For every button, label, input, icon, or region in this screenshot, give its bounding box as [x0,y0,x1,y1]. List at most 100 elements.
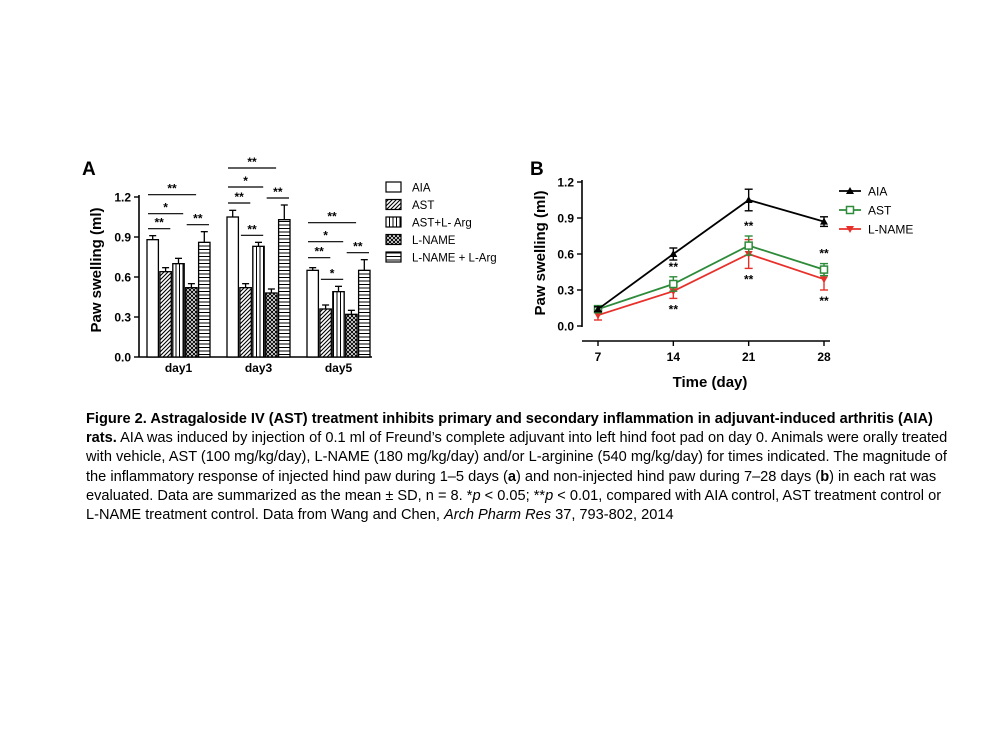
panel-a-bar [252,245,265,358]
panel-a-significance-label: * [243,174,248,188]
panel-a-bar [357,269,371,358]
panel-b-significance-label: ** [819,247,829,261]
panel-b-significance-label: ** [669,302,679,316]
panel-b-significance-label: ** [744,272,754,286]
panel-b-line-chart: B Paw swelling (ml) Time (day) 0.0 0.3 0.6… [530,159,913,391]
panel-a-significance-label: ** [247,222,257,236]
panel-b-legend-label: L-NAME [868,223,913,237]
panel-a-significance-label: ** [327,210,337,224]
panel-b-ytick-label: 1.2 [557,176,574,190]
panel-b-xlabel: Time (day) [673,374,748,391]
panel-a-ytick-label: 1.2 [114,191,131,205]
panel-b-point-marker [819,265,829,274]
panel-a-letter: A [82,159,96,180]
caption-ref-a: a [507,468,516,485]
caption-ref-b: b [820,468,830,485]
panel-a-bar [159,271,172,358]
panel-b-point-marker [594,305,602,313]
caption-body-4: < 0.05; ** [480,487,546,504]
panel-b-ylabel: Paw swelling (ml) [532,190,549,315]
panel-a-legend-swatch [385,216,402,228]
panel-a-significance-label: ** [353,240,363,254]
panel-a-bar-chart: A Paw swelling (ml) 0.0 0.3 0.6 0.9 1.2 day1 d… [82,155,497,375]
panel-a-bar [197,241,211,358]
panel-b-series-line [597,244,825,311]
panel-a-bar [226,216,240,358]
panel-a-significance-label: ** [193,212,203,226]
panel-a-bar [146,239,160,358]
panel-b-point-marker [669,250,678,257]
panel-b-xtick-label: 28 [817,350,831,364]
figure-caption: Figure 2. Astragaloside IV (AST) treatme… [86,410,948,525]
panel-b-legend-marker [846,187,854,194]
panel-a-bar [172,263,185,358]
panel-a-ytick-label: 0.3 [114,311,131,325]
caption-title: Figure 2. Astragaloside IV (AST) treatme… [86,411,933,447]
panel-a-ylabel: Paw swelling (ml) [88,207,105,332]
panel-b-xtick-label: 14 [667,350,681,364]
panel-a-bar [185,287,198,358]
panel-a-significance-label: ** [234,190,244,204]
panel-a-significance-label: ** [314,245,324,259]
panel-a-ytick-label: 0.9 [114,231,131,245]
panel-a-legend-swatch [385,198,402,211]
panel-b-legend-label: AST [868,204,892,218]
panel-b-ytick-label: 0.6 [557,248,574,262]
panel-b-series-line [597,199,825,310]
panel-b-point-marker [669,279,678,289]
panel-b-ytick-label: 0.3 [557,284,574,298]
panel-a-legend-label: L-NAME + L-Arg [412,253,497,265]
caption-body-5: < 0.01, compared with AIA control, AST t… [86,487,942,524]
panel-a-bar [319,308,332,358]
caption-body-1: AIA was induced by injection of 0.1 ml o… [86,430,948,485]
panel-b-xtick-label: 21 [742,350,756,364]
panel-b-legend-marker [846,226,854,233]
panel-a-significance-label: * [163,201,168,215]
panel-b-legend-marker [845,205,855,215]
panel-a-bar [277,219,291,358]
caption-p-1: p [472,487,481,504]
panel-a-legend-label: AIA [412,183,431,195]
panel-a-legend-label: AST+L- Arg [412,218,472,230]
panel-a-bar [345,313,358,358]
panel-a-category-label: day5 [325,361,353,375]
panel-b-ytick-label: 0.0 [557,320,574,334]
panel-a-ytick-label: 0.0 [114,351,131,365]
panel-a-significance-label: * [323,229,328,243]
panel-b-point-marker [744,196,753,203]
panel-a-legend-swatch [385,181,402,193]
panel-b-significance-label: ** [744,219,754,233]
panel-a-legend-swatch [385,233,402,246]
panel-b-legend-label: AIA [868,185,887,199]
panel-a-significance-label: ** [273,185,283,199]
panel-b-point-marker [744,241,753,250]
panel-a-legend-label: L-NAME [412,235,456,247]
panel-b-point-marker [820,276,828,284]
panel-a-category-label: day3 [245,361,273,375]
panel-a-significance-label: ** [154,216,164,230]
caption-p-2: p [545,487,554,504]
panel-a-legend-swatch [385,251,402,263]
panel-b-series-line [597,253,825,317]
panel-b-xtick-label: 7 [595,350,602,364]
figure: A Paw swelling (ml) 0.0 0.3 0.6 0.9 1.2 day1 d… [82,155,913,391]
caption-body-2: ) and non-injected hind paw during 7–28 … [515,468,821,485]
panel-a-bar [332,291,345,358]
caption-body-3: ) in each rat was evaluated. Data are su… [86,468,937,504]
caption-journal: Arch Pharm Res [443,507,552,524]
caption-body-6: 37, 793-802, 2014 [551,507,674,524]
panel-b-ytick-label: 0.9 [557,212,574,226]
panel-a-legend-label: AST [412,200,434,212]
panel-a-significance-label: * [330,266,335,280]
panel-a-bar [239,287,252,358]
panel-a-significance-label: ** [167,182,177,196]
panel-a-bar [265,292,278,358]
panel-b-point-marker [820,217,828,225]
panel-a-bar [306,269,320,358]
panel-b-letter: B [530,159,544,180]
panel-b-significance-label: ** [669,260,679,274]
panel-b-significance-label: ** [819,294,829,308]
panel-b-point-marker [594,312,602,320]
panel-a-significance-label: ** [247,155,257,169]
panel-a-category-label: day1 [165,361,193,375]
